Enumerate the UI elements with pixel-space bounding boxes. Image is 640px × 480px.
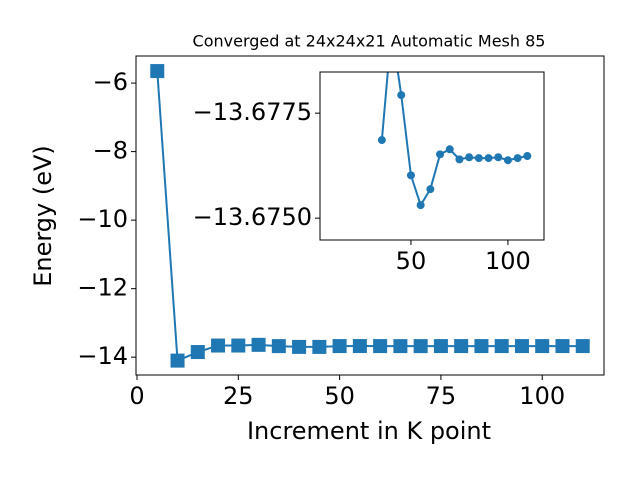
data-point [513, 154, 522, 163]
data-point [373, 339, 388, 354]
x-tick-label: 50 [396, 247, 427, 275]
axes-frame [319, 71, 545, 241]
data-point [271, 339, 286, 354]
data-point [211, 338, 226, 353]
data-point [555, 339, 570, 354]
data-point [426, 185, 435, 194]
data-point [455, 155, 464, 164]
data-point [445, 145, 454, 154]
data-point [474, 154, 483, 163]
x-tick-label: 100 [485, 247, 531, 275]
axes-frame [135, 55, 605, 376]
data-point [292, 339, 307, 354]
data-point [352, 339, 367, 354]
y-axis-label: Energy (eV) [29, 145, 57, 287]
data-point [170, 353, 185, 368]
x-tick-label: 50 [324, 382, 355, 410]
x-axis-label: Increment in K point [247, 417, 491, 445]
data-point [514, 339, 529, 354]
plot-area [320, 72, 544, 240]
plot-content [150, 64, 590, 368]
data-point [494, 339, 509, 354]
data-point [231, 338, 246, 353]
data-point [433, 339, 448, 354]
x-tick-label: 25 [223, 382, 254, 410]
data-point [575, 339, 590, 354]
y-tick-label: −13.6750 [193, 203, 312, 231]
data-point [332, 339, 347, 354]
data-point [312, 339, 327, 354]
y-tick-label: −14 [77, 342, 128, 370]
data-point [251, 337, 266, 352]
data-point [190, 345, 205, 360]
data-point [436, 150, 445, 159]
x-tick-label: 100 [519, 382, 565, 410]
x-tick-label: 75 [426, 382, 457, 410]
data-point [393, 339, 408, 354]
data-point [150, 64, 165, 79]
data-point [397, 91, 406, 100]
chart-title: Converged at 24x24x21 Automatic Mesh 85 [193, 32, 546, 51]
data-point [474, 339, 489, 354]
data-point [406, 171, 415, 180]
data-point [465, 153, 474, 162]
y-tick-label: −8 [93, 137, 128, 165]
series-line [156, 71, 583, 363]
y-tick-label: −10 [77, 205, 128, 233]
data-point [484, 154, 493, 163]
data-point [413, 339, 428, 354]
plot-content [377, 72, 532, 210]
data-point [454, 339, 469, 354]
y-tick-label: −12 [77, 274, 128, 302]
y-tick-label: −13.6775 [193, 98, 312, 126]
data-point [535, 339, 550, 354]
x-tick-label: 0 [129, 382, 144, 410]
series-line [380, 72, 528, 208]
data-point [377, 136, 386, 145]
data-point [494, 153, 503, 162]
y-tick-label: −6 [93, 68, 128, 96]
data-point [503, 156, 512, 165]
data-point [416, 201, 425, 210]
data-point [523, 152, 532, 160]
